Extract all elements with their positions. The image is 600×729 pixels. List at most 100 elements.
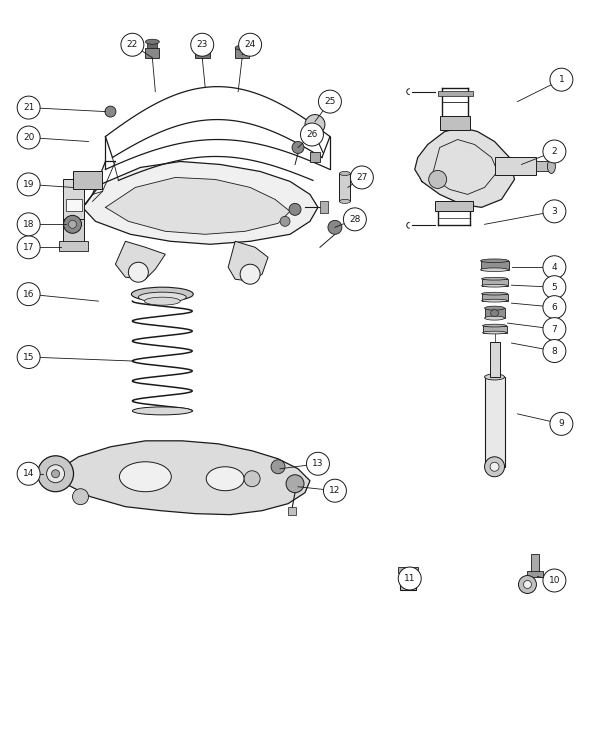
Circle shape — [240, 264, 260, 284]
Bar — [494, 157, 536, 176]
Circle shape — [301, 123, 323, 146]
Circle shape — [47, 465, 65, 483]
Circle shape — [17, 213, 40, 235]
Bar — [59, 241, 88, 252]
Bar — [148, 42, 157, 47]
Ellipse shape — [340, 200, 350, 203]
Circle shape — [239, 34, 262, 56]
Circle shape — [328, 220, 342, 234]
Circle shape — [404, 579, 412, 587]
Circle shape — [307, 452, 329, 475]
Ellipse shape — [485, 374, 505, 380]
Polygon shape — [53, 441, 310, 515]
Bar — [481, 261, 509, 270]
Text: 14: 14 — [23, 469, 34, 478]
Bar — [485, 377, 505, 467]
Circle shape — [429, 171, 446, 188]
Ellipse shape — [491, 310, 499, 316]
Ellipse shape — [131, 287, 193, 301]
Bar — [398, 566, 418, 572]
Bar — [532, 553, 539, 574]
Ellipse shape — [482, 284, 508, 287]
Circle shape — [52, 469, 59, 477]
Bar — [62, 179, 85, 222]
Text: 27: 27 — [356, 173, 368, 182]
Bar — [527, 571, 544, 577]
Text: 24: 24 — [244, 40, 256, 50]
Text: 16: 16 — [23, 289, 34, 299]
Bar — [434, 201, 473, 211]
Text: 18: 18 — [23, 220, 34, 229]
Text: 23: 23 — [197, 40, 208, 50]
Text: 6: 6 — [551, 303, 557, 311]
Circle shape — [543, 296, 566, 319]
Text: 22: 22 — [127, 40, 138, 50]
Ellipse shape — [133, 407, 192, 415]
Ellipse shape — [482, 299, 508, 302]
Circle shape — [543, 200, 566, 223]
Text: 4: 4 — [551, 262, 557, 272]
Text: 28: 28 — [349, 215, 361, 224]
Circle shape — [244, 471, 260, 487]
Ellipse shape — [547, 160, 556, 174]
Circle shape — [17, 126, 40, 149]
Circle shape — [343, 208, 367, 231]
Circle shape — [17, 235, 40, 259]
Text: 13: 13 — [312, 459, 324, 468]
Circle shape — [550, 413, 573, 435]
Circle shape — [292, 141, 304, 154]
Polygon shape — [106, 177, 290, 234]
Bar — [145, 47, 160, 58]
Circle shape — [485, 457, 505, 477]
Text: 2: 2 — [551, 147, 557, 156]
Circle shape — [305, 114, 325, 135]
Circle shape — [286, 475, 304, 493]
Circle shape — [17, 96, 40, 119]
Ellipse shape — [195, 43, 210, 48]
Bar — [235, 47, 249, 58]
Circle shape — [543, 256, 566, 278]
Text: 25: 25 — [324, 97, 335, 106]
Ellipse shape — [481, 259, 509, 262]
Bar — [485, 308, 505, 318]
Text: 1: 1 — [559, 75, 564, 84]
Bar — [320, 201, 328, 214]
Ellipse shape — [206, 467, 244, 491]
Text: 9: 9 — [559, 419, 564, 429]
Circle shape — [319, 90, 341, 113]
Ellipse shape — [485, 306, 505, 310]
Polygon shape — [83, 161, 318, 244]
Circle shape — [289, 203, 301, 215]
Circle shape — [271, 460, 285, 474]
Circle shape — [518, 575, 536, 593]
Bar — [490, 342, 500, 377]
Text: 3: 3 — [551, 207, 557, 216]
Circle shape — [523, 580, 532, 588]
Bar — [288, 507, 296, 515]
Text: 15: 15 — [23, 353, 34, 362]
Text: 12: 12 — [329, 486, 341, 495]
Text: 10: 10 — [548, 576, 560, 585]
Ellipse shape — [145, 39, 160, 44]
Circle shape — [17, 462, 40, 486]
Bar — [536, 161, 551, 171]
Bar — [62, 219, 85, 244]
Bar — [73, 171, 103, 190]
Text: 21: 21 — [23, 103, 34, 112]
Circle shape — [490, 462, 499, 471]
Ellipse shape — [340, 171, 350, 176]
Ellipse shape — [485, 316, 505, 320]
Circle shape — [121, 34, 144, 56]
Circle shape — [543, 569, 566, 592]
Circle shape — [280, 217, 290, 226]
Text: 26: 26 — [306, 130, 317, 139]
Circle shape — [17, 173, 40, 196]
Circle shape — [543, 140, 566, 163]
Ellipse shape — [145, 297, 180, 305]
Ellipse shape — [119, 461, 171, 491]
Circle shape — [38, 456, 74, 491]
Circle shape — [323, 479, 346, 502]
Polygon shape — [115, 241, 166, 279]
Circle shape — [350, 166, 373, 189]
Text: 11: 11 — [404, 574, 415, 583]
